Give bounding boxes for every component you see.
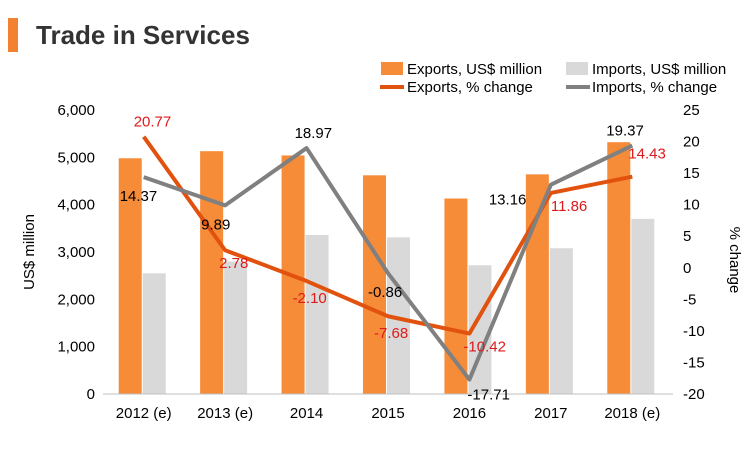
y-tick-label: 4,000: [57, 197, 95, 214]
imports-change-line: [143, 143, 634, 382]
y2-tick-label: 15: [683, 165, 700, 182]
imports-change-label: -0.86: [368, 284, 402, 301]
imports-change-label: 14.37: [120, 188, 158, 205]
page-title: Trade in Services: [36, 20, 250, 50]
imports-change-label: -17.71: [467, 387, 510, 404]
exports-change-label: -10.42: [463, 339, 506, 356]
exports-change-label: 11.86: [551, 198, 587, 215]
imports-change-label: 18.97: [295, 125, 333, 142]
y-tick-label: 2,000: [57, 291, 95, 308]
imports-bar: [468, 265, 492, 394]
y2-tick-label: -15: [683, 354, 705, 371]
y-tick-label: 6,000: [57, 102, 95, 119]
exports-change-label: 20.77: [134, 114, 172, 131]
x-tick-label: 2015: [371, 405, 404, 422]
y-axis-title: US$ million: [21, 214, 38, 290]
imports-bar: [305, 234, 329, 394]
imports-bar: [224, 261, 248, 394]
exports-bar: [200, 151, 224, 394]
y2-tick-label: -20: [683, 386, 705, 403]
exports-bar: [607, 142, 631, 394]
legend-label-exports-bar: Exports, US$ million: [407, 61, 542, 78]
y2-tick-label: 5: [683, 228, 691, 245]
exports-bar: [444, 198, 468, 394]
x-tick-label: 2017: [534, 405, 567, 422]
y2-tick-label: -5: [683, 291, 696, 308]
y2-tick-label: 10: [683, 197, 700, 214]
legend-label-exports-line: Exports, % change: [407, 79, 533, 96]
exports-change-line: [142, 135, 633, 336]
y2-tick-label: 0: [683, 260, 691, 277]
x-tick-label: 2014: [290, 405, 323, 422]
imports-change-label: 13.16: [489, 192, 527, 209]
legend-label-imports-line: Imports, % change: [592, 79, 717, 96]
exports-bar: [525, 174, 549, 394]
y2-tick-label: 25: [683, 102, 700, 119]
x-tick-label: 2012 (e): [116, 405, 172, 422]
legend-swatch-imports-bar: [566, 62, 588, 75]
x-tick-label: 2013 (e): [197, 405, 253, 422]
y-tick-label: 3,000: [57, 244, 95, 261]
y2-axis-title: % change: [726, 227, 743, 294]
imports-change-label: 19.37: [606, 123, 644, 140]
y-tick-label: 1,000: [57, 339, 95, 356]
y2-tick-label: -10: [683, 323, 705, 340]
exports-bar: [363, 175, 386, 394]
x-tick-label: 2018 (e): [604, 405, 660, 422]
exports-change-label: -7.68: [374, 325, 408, 342]
title-accent-bar: [8, 18, 18, 52]
imports-change-label: 9.89: [201, 216, 230, 233]
y-tick-label: 0: [87, 386, 95, 403]
x-tick-label: 2016: [453, 405, 486, 422]
imports-bar: [631, 218, 655, 394]
y-tick-label: 5,000: [57, 149, 95, 166]
exports-change-label: 14.43: [628, 146, 666, 163]
legend-swatch-exports-bar: [381, 62, 403, 75]
legend-label-imports-bar: Imports, US$ million: [592, 61, 726, 78]
exports-change-label: -2.10: [293, 290, 327, 307]
imports-bar: [549, 248, 573, 394]
y2-tick-label: 20: [683, 134, 700, 151]
imports-bar: [142, 273, 166, 394]
exports-change-label: 2.78: [219, 255, 248, 272]
exports-bar: [118, 158, 142, 394]
